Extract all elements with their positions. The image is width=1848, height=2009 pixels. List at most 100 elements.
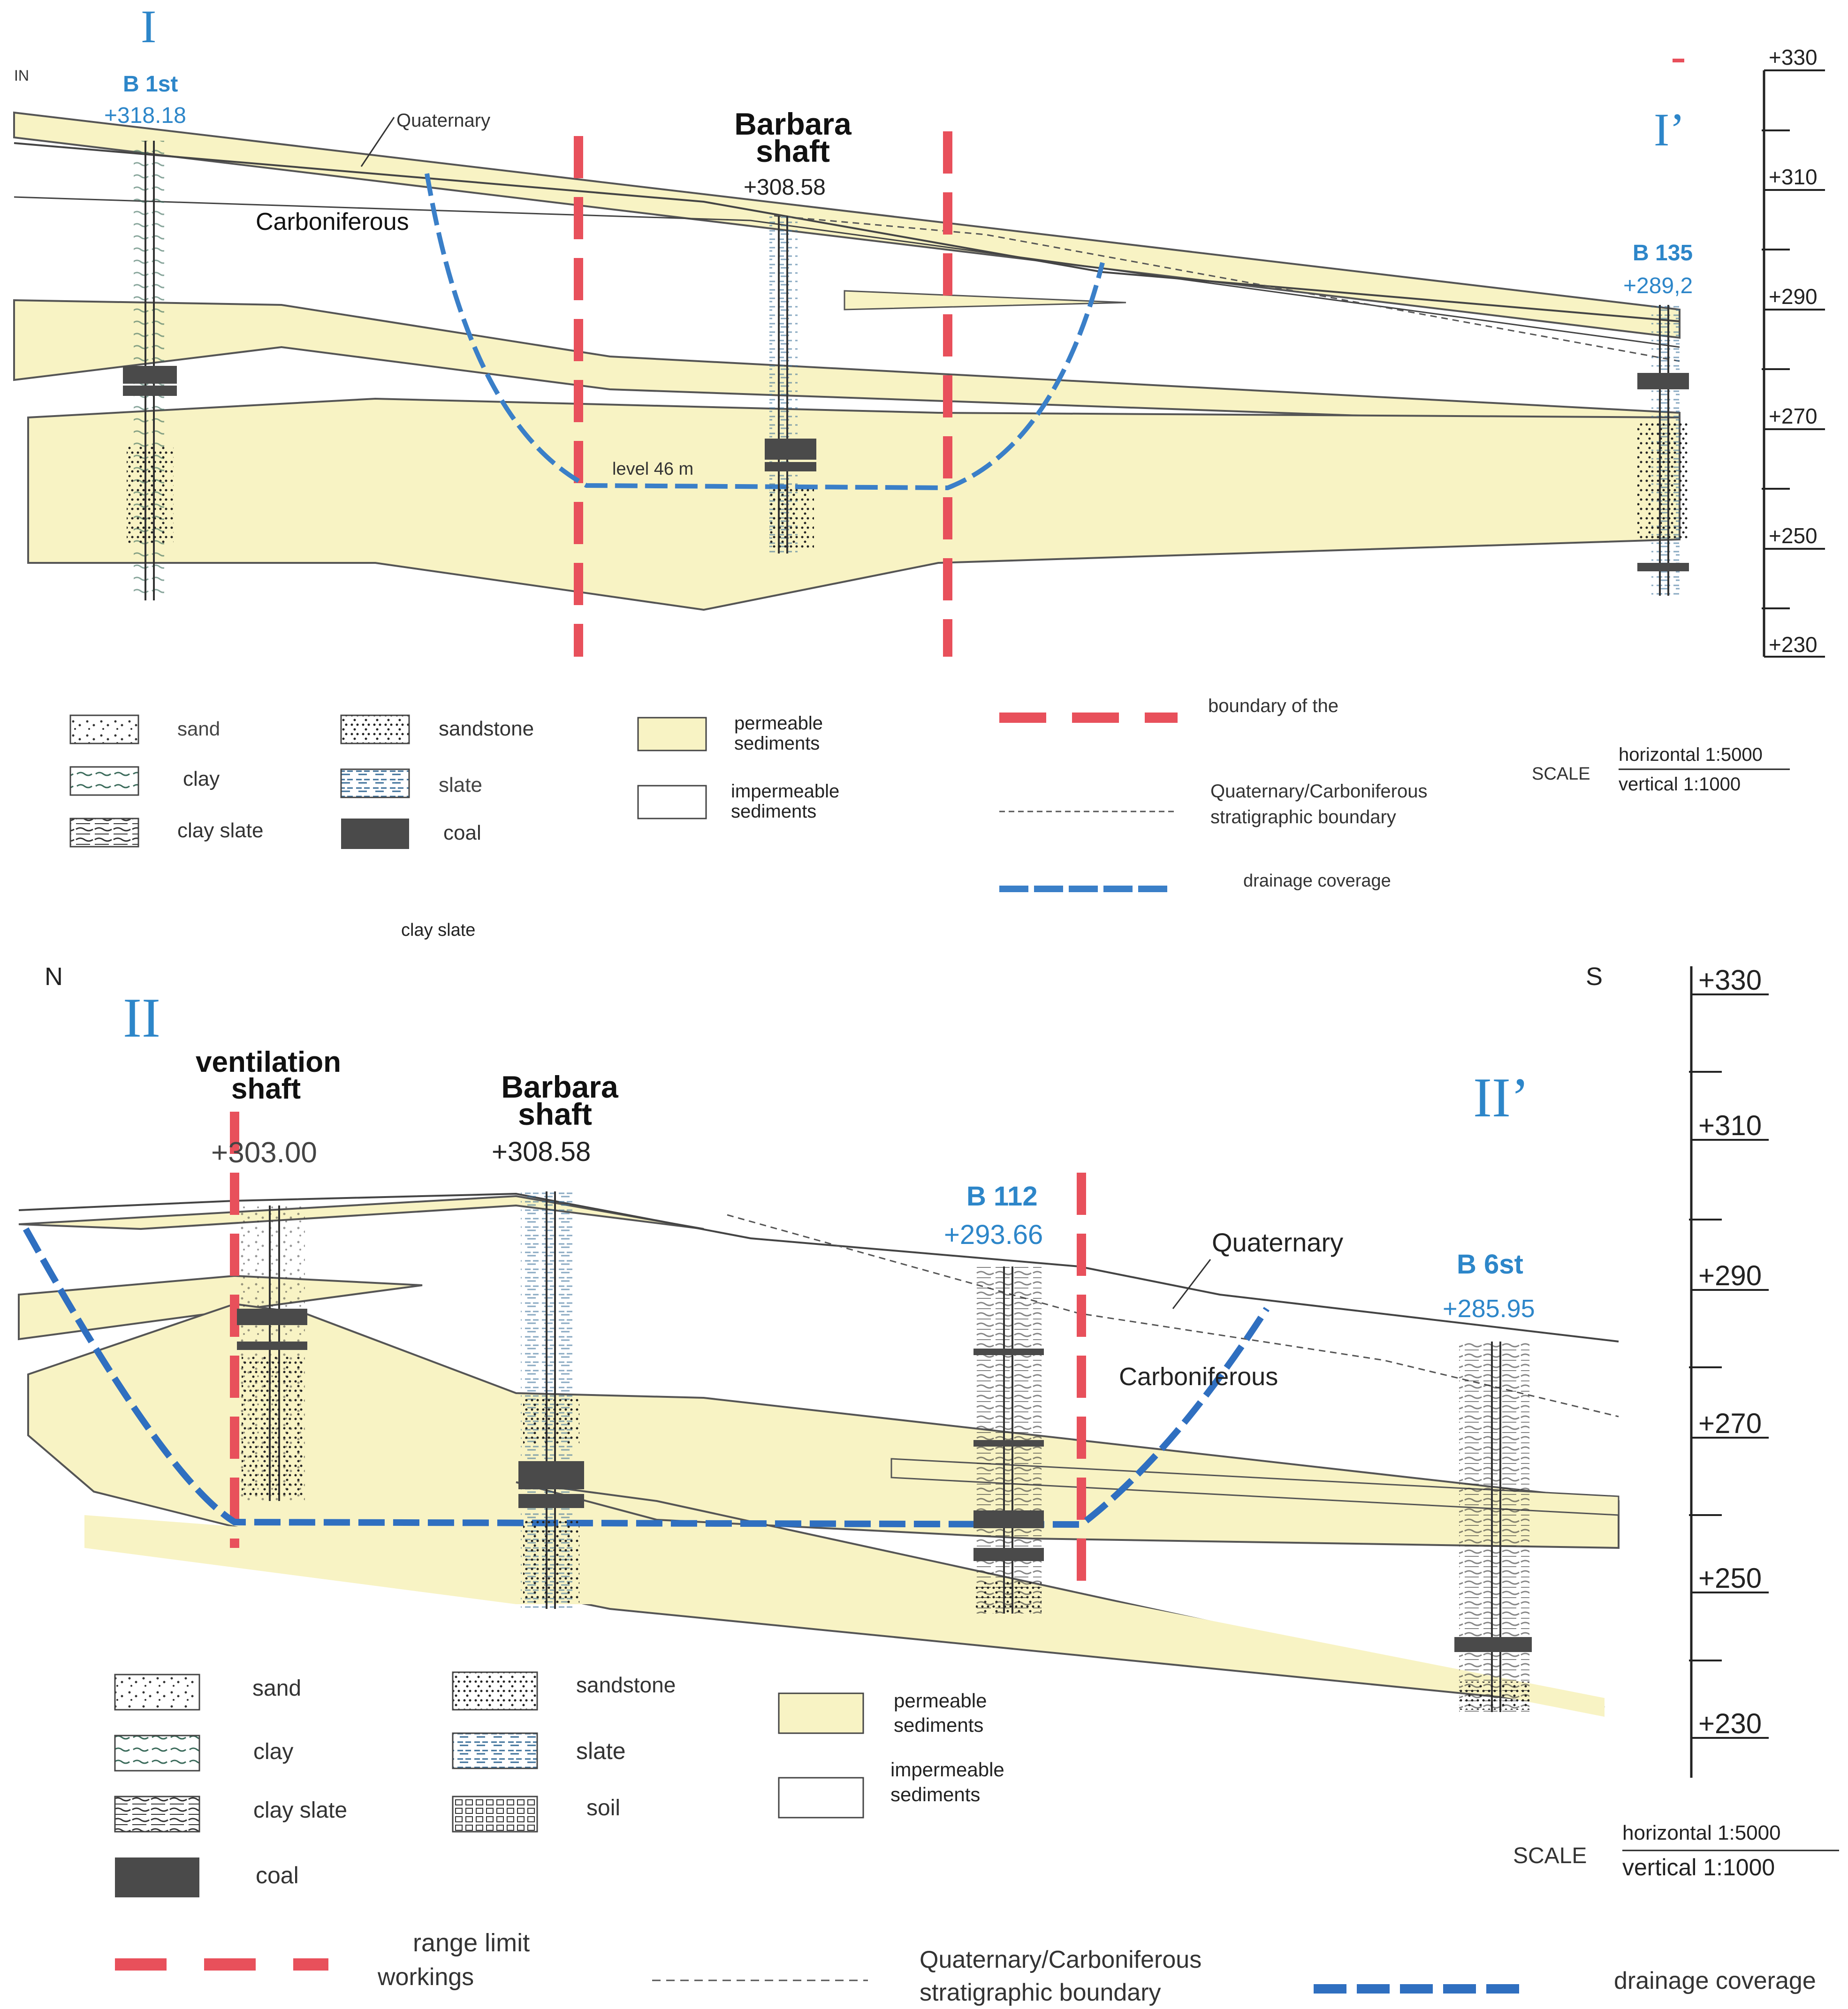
scale-1-tick-230: +230 — [1769, 632, 1818, 657]
quaternary-label-2: Quaternary — [1212, 1228, 1343, 1257]
permeable-layer-main — [27, 397, 1681, 611]
barbara-shaft-name-line1: Barbara — [734, 106, 852, 141]
scale-1-tick-290: +290 — [1769, 284, 1818, 309]
barbara-shaft-elevation: +308.58 — [744, 175, 826, 200]
legend-2-permeable-line2: sediments — [894, 1714, 983, 1736]
level-label: level 46 m — [612, 459, 693, 479]
legend-2-permeable-line1: permeable — [894, 1690, 987, 1712]
scale-1-tick-270: +270 — [1769, 404, 1818, 428]
scale-2-tick-330: +330 — [1698, 964, 1762, 996]
drainage-coverage-1 — [425, 173, 1105, 491]
legend-1-permeable-line1: permeable — [734, 713, 823, 734]
scale-2-tick-250: +250 — [1698, 1562, 1762, 1594]
permeable-layer-2-thin — [18, 1274, 423, 1341]
legend-2-clay-slate: clay slate — [253, 1798, 347, 1823]
permeable-layer-2-top — [18, 1195, 704, 1230]
borehole-b135-name: B 135 — [1633, 241, 1693, 265]
borehole-b1st — [123, 141, 177, 600]
legend-2-strat-line2: stratigraphic boundary — [920, 1979, 1161, 2006]
legend-2: sand clay clay slate coal sandstone slat… — [114, 1671, 1839, 2006]
ventilation-shaft-name-line2: shaft — [231, 1073, 301, 1105]
drainage-coverage-2 — [23, 1227, 1270, 1528]
vertical-scale-1: +330 +310 +290 +270 +250 +230 — [1673, 45, 1825, 658]
scale-1-vertical: vertical 1:1000 — [1619, 774, 1741, 795]
vertical-scale-2: +330 +310 +290 +270 +250 +230 — [1689, 964, 1769, 1778]
legend-2-drainage: drainage coverage — [1614, 1967, 1816, 1994]
direction-south: S — [1586, 963, 1603, 991]
thin-lens — [844, 290, 1126, 311]
legend-2-impermeable-line1: impermeable — [890, 1759, 1004, 1781]
borehole-b6st-elevation: +285.95 — [1443, 1295, 1535, 1323]
direction-north: N — [45, 963, 63, 991]
legend-1-drainage: drainage coverage — [1243, 871, 1391, 891]
legend-1-sandstone: sandstone — [439, 717, 534, 740]
borehole-b6st-name: B 6st — [1457, 1249, 1523, 1280]
legend-2-strat-line1: Quaternary/Carboniferous — [920, 1946, 1202, 1973]
scale-2-tick-270: +270 — [1698, 1408, 1762, 1439]
legend-2-range-line1: range limit — [413, 1929, 530, 1957]
stratigraphic-boundary-1 — [774, 215, 1680, 362]
borehole-b6st — [1454, 1342, 1532, 1712]
legend-2-soil: soil — [586, 1796, 620, 1820]
borehole-b135 — [1637, 305, 1689, 596]
borehole-b112 — [973, 1266, 1044, 1614]
scale-1-tick-250: +250 — [1769, 523, 1818, 548]
borehole-b1st-name: B 1st — [123, 72, 178, 97]
carboniferous-label-1: Carboniferous — [256, 208, 409, 235]
ground-surface — [14, 142, 1680, 322]
legend-1-strat-line2: stratigraphic boundary — [1210, 807, 1396, 827]
borehole-barbara-1 — [765, 216, 816, 553]
scale-1-tick-330: +330 — [1769, 45, 1818, 69]
ventilation-shaft-elevation: +303.00 — [211, 1137, 317, 1169]
legend-2-range-line2: workings — [377, 1964, 474, 1991]
scale-1-horizontal: horizontal 1:5000 — [1619, 744, 1763, 765]
barbara-shaft-2-elevation: +308.58 — [492, 1137, 591, 1167]
borehole-b1st-elevation: +318.18 — [104, 103, 186, 128]
legend-1-boundary: boundary of the — [1208, 696, 1338, 716]
legend-1-impermeable-line2: sediments — [731, 801, 816, 822]
legend-2-slate: slate — [576, 1738, 626, 1764]
barbara-shaft-2-name-line1: Barbara — [501, 1069, 619, 1104]
legend-1: sand clay clay slate sandstone slate coa… — [69, 696, 1790, 892]
legend-2-clay: clay — [253, 1739, 293, 1764]
borehole-ventilation-shaft — [237, 1205, 307, 1501]
barbara-shaft-2-name-line2: shaft — [518, 1097, 592, 1131]
scale-2-vertical: vertical 1:1000 — [1622, 1854, 1775, 1880]
scale-2-label: SCALE — [1513, 1843, 1587, 1868]
legend-1-coal: coal — [443, 821, 481, 844]
legend-1-slate: slate — [439, 773, 482, 796]
section-1-end-label: I’ — [1654, 104, 1685, 156]
borehole-b135-elevation: +289,2 — [1623, 273, 1693, 298]
legend-1-permeable-line2: sediments — [734, 733, 820, 754]
legend-1-impermeable-line1: impermeable — [731, 781, 839, 802]
borehole-b112-elevation: +293.66 — [944, 1220, 1043, 1250]
scale-2-horizontal: horizontal 1:5000 — [1622, 1821, 1781, 1844]
quaternary-leader-2 — [1172, 1259, 1211, 1309]
legend-2-impermeable-line2: sediments — [890, 1783, 980, 1805]
direction-label-1: IN — [14, 67, 29, 84]
scale-1-label: SCALE — [1532, 764, 1590, 784]
scale-2-tick-310: +310 — [1698, 1110, 1762, 1141]
section-1-start-label: I — [141, 0, 156, 53]
permeable-lens-2 — [890, 1458, 1620, 1516]
section-2-end-label: II’ — [1473, 1066, 1529, 1129]
ventilation-shaft-name-line1: ventilation — [196, 1046, 341, 1078]
section-2: N S II II’ ventilation shaft +303.00 Bar… — [18, 963, 1839, 2006]
legend-2-coal: coal — [256, 1862, 299, 1888]
borehole-b112-name: B 112 — [966, 1181, 1038, 1212]
permeable-layer-2-bottom — [84, 1515, 1605, 1717]
section-2-start-label: II — [123, 986, 160, 1049]
quaternary-label-1: Quaternary — [396, 110, 490, 131]
legend-2-sandstone: sandstone — [576, 1673, 676, 1697]
quaternary-leader-1 — [360, 117, 395, 167]
barbara-shaft-name-line2: shaft — [756, 134, 830, 168]
legend-1-clay-slate: clay slate — [177, 819, 263, 842]
legend-1-sand: sand — [177, 718, 220, 740]
legend-2-sand: sand — [252, 1676, 301, 1701]
borehole-barbara-2 — [518, 1191, 584, 1609]
scale-2-tick-290: +290 — [1698, 1260, 1762, 1291]
stray-clay-slate-label: clay slate — [401, 920, 475, 940]
legend-1-clay: clay — [183, 767, 220, 790]
scale-1-tick-310: +310 — [1769, 165, 1818, 189]
